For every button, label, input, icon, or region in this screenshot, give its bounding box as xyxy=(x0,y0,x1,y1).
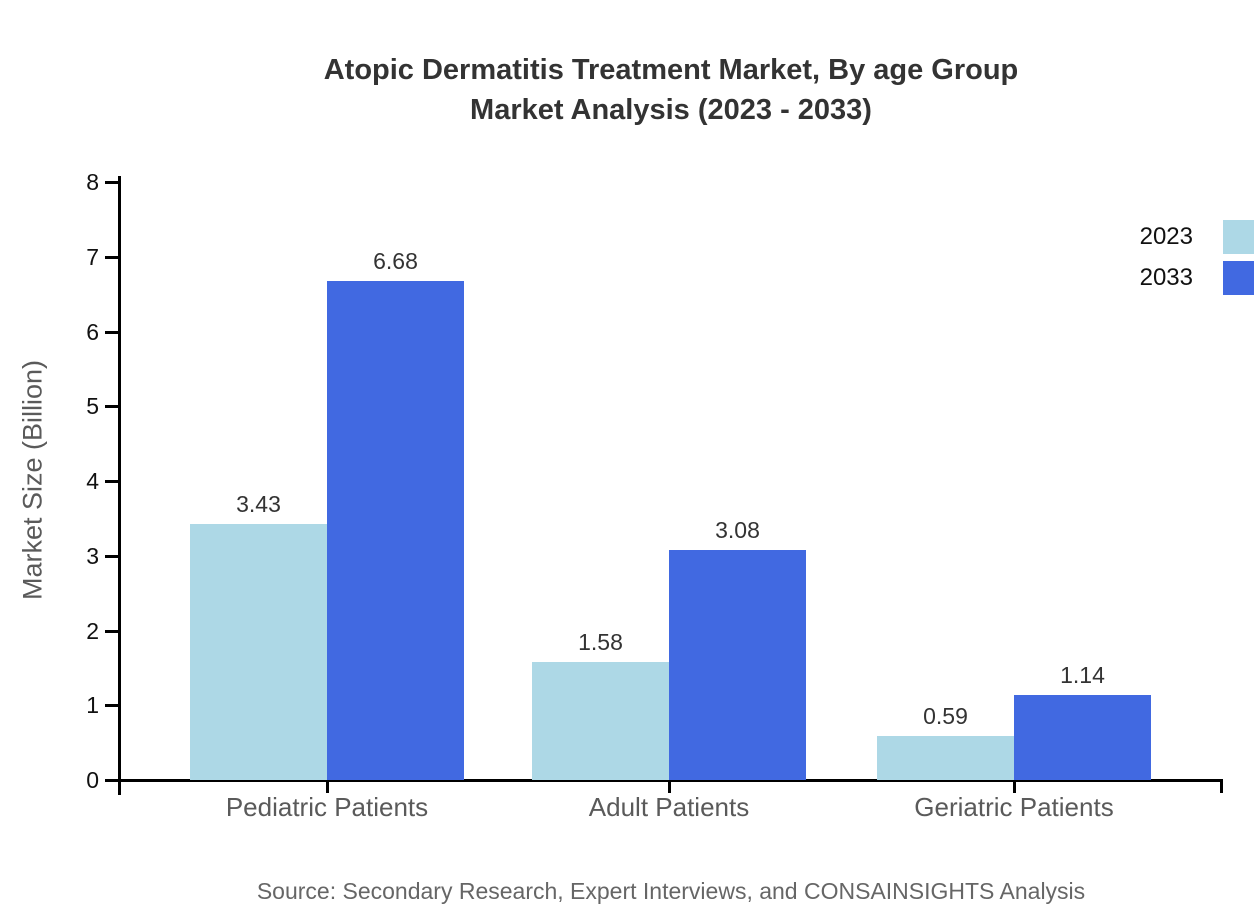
legend-swatch-2023 xyxy=(1223,220,1254,254)
y-tick-0 xyxy=(105,779,118,782)
y-tick-label-5: 5 xyxy=(86,393,99,419)
x-axis-end-tick xyxy=(1220,780,1223,793)
x-tick-geriatric-patients xyxy=(1013,780,1016,793)
value-label-2033-geriatric-patients: 1.14 xyxy=(1060,661,1105,688)
chart-title-line1: Atopic Dermatitis Treatment Market, By a… xyxy=(323,54,1019,86)
y-tick-7 xyxy=(105,256,118,259)
x-category-label-adult-patients: Adult Patients xyxy=(588,792,750,822)
y-tick-8 xyxy=(105,181,118,184)
x-category-label-geriatric-patients: Geriatric Patients xyxy=(914,792,1114,822)
legend-item-2023: 2023 xyxy=(1140,220,1254,254)
y-tick-label-4: 4 xyxy=(86,468,99,494)
legend-item-2033: 2033 xyxy=(1140,261,1254,295)
chart-title-line2: Market Analysis (2023 - 2033) xyxy=(470,94,872,126)
bar-2033-geriatric-patients xyxy=(1014,694,1151,780)
y-tick-label-7: 7 xyxy=(86,244,99,270)
y-tick-5 xyxy=(105,405,118,408)
chart-title: Atopic Dermatitis Treatment Market, By a… xyxy=(120,50,1222,130)
x-tick-adult-patients xyxy=(668,780,671,793)
y-tick-label-8: 8 xyxy=(86,169,99,195)
y-tick-label-0: 0 xyxy=(86,767,99,793)
legend-label-2033: 2033 xyxy=(1139,264,1193,291)
y-tick-label-6: 6 xyxy=(86,319,99,345)
y-tick-1 xyxy=(105,704,118,707)
bar-2023-geriatric-patients xyxy=(877,735,1014,780)
legend: 2023 2033 xyxy=(1140,220,1254,302)
y-tick-4 xyxy=(105,480,118,483)
y-tick-label-3: 3 xyxy=(86,543,99,569)
bar-2023-pediatric-patients xyxy=(190,523,327,780)
y-tick-label-1: 1 xyxy=(86,692,99,718)
value-label-2033-adult-patients: 3.08 xyxy=(715,516,760,543)
y-tick-3 xyxy=(105,555,118,558)
value-label-2033-pediatric-patients: 6.68 xyxy=(373,247,418,274)
source-note: Source: Secondary Research, Expert Inter… xyxy=(256,878,1086,904)
y-tick-label-2: 2 xyxy=(86,618,99,644)
x-tick-pediatric-patients xyxy=(326,780,329,793)
value-label-2023-adult-patients: 1.58 xyxy=(578,628,623,655)
y-axis-line xyxy=(118,176,121,795)
y-tick-6 xyxy=(105,331,118,334)
bar-2023-adult-patients xyxy=(532,661,669,780)
value-label-2023-geriatric-patients: 0.59 xyxy=(923,702,968,729)
bar-2033-pediatric-patients xyxy=(327,280,464,780)
legend-swatch-2033 xyxy=(1223,261,1254,295)
bar-2033-adult-patients xyxy=(669,549,806,780)
value-label-2023-pediatric-patients: 3.43 xyxy=(236,490,281,517)
x-category-label-pediatric-patients: Pediatric Patients xyxy=(225,792,429,822)
y-tick-2 xyxy=(105,630,118,633)
legend-label-2023: 2023 xyxy=(1139,223,1193,250)
